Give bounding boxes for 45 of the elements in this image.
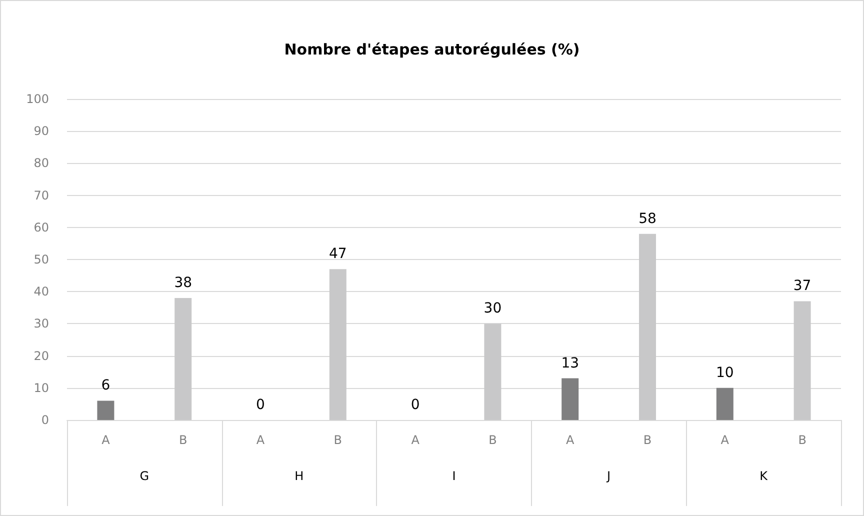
data-label: 58: [638, 210, 656, 227]
bar: [716, 388, 734, 420]
x-tick-label: B: [334, 433, 342, 447]
bar: [329, 269, 346, 420]
text: K: [760, 469, 769, 483]
bar: [97, 400, 114, 420]
y-tick-label: 50: [34, 252, 49, 266]
chart-title: Nombre d'étapes autorégulées (%): [284, 40, 580, 58]
data-label: 0: [256, 397, 265, 413]
x-tick-label: B: [643, 433, 652, 447]
bar: [174, 298, 192, 420]
x-tick-label: B: [178, 433, 188, 447]
x-tick-label: B: [488, 433, 497, 447]
bar: [484, 324, 502, 420]
data-label: 6: [101, 378, 110, 394]
y-tick-label: 20: [34, 348, 49, 363]
text: G: [140, 469, 150, 483]
data-label: 13: [561, 355, 580, 372]
x-tick-label: A: [256, 433, 266, 447]
y-tick-label: 10: [34, 380, 49, 395]
data-label: 38: [174, 275, 192, 292]
text: H: [294, 469, 304, 483]
y-tick-label: 40: [34, 284, 49, 299]
x-tick-label: A: [102, 433, 111, 447]
x-tick-label: A: [411, 433, 420, 447]
x-tick-label: A: [720, 433, 730, 447]
y-tick-label: 0: [41, 413, 49, 427]
data-label: 0: [410, 397, 420, 413]
text: I: [452, 469, 456, 483]
data-label: 47: [328, 246, 347, 262]
text: J: [606, 469, 611, 483]
bar: [794, 301, 811, 420]
data-label: 37: [793, 278, 812, 294]
y-tick-label: 100: [26, 92, 49, 106]
bar: [562, 378, 579, 420]
data-label: 30: [484, 300, 502, 317]
y-tick-label: 80: [34, 156, 49, 170]
x-tick-label: B: [798, 433, 806, 447]
data-label: 10: [716, 364, 734, 381]
bar: [639, 234, 656, 420]
y-tick-label: 90: [34, 124, 49, 138]
x-tick-label: A: [566, 433, 575, 447]
y-tick-label: 70: [34, 188, 49, 202]
y-tick-label: 30: [34, 316, 49, 331]
y-tick-label: 60: [34, 220, 49, 234]
